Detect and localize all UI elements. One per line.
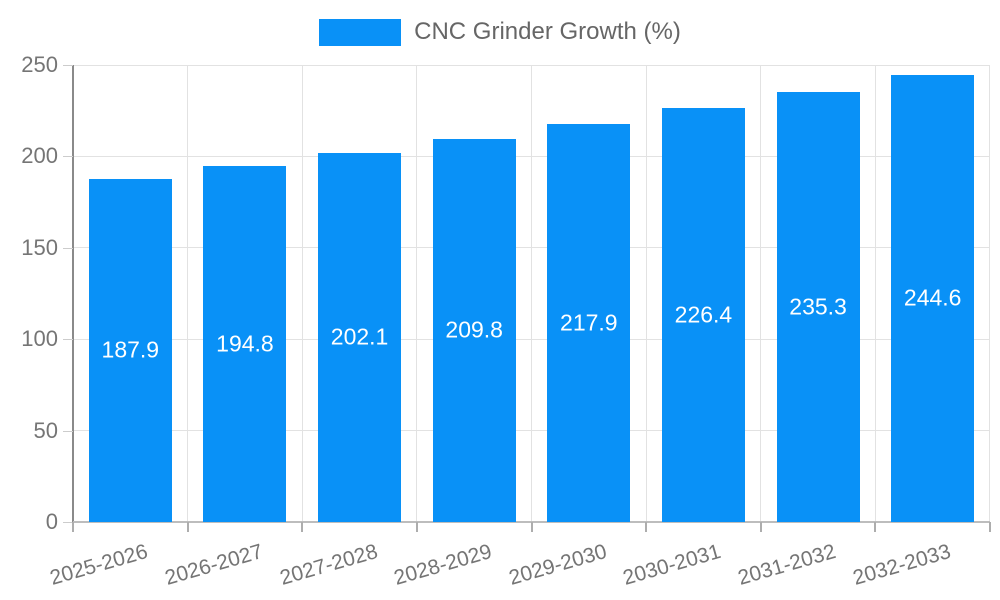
- gridline-v: [988, 65, 990, 522]
- bar-value-label: 209.8: [445, 316, 503, 343]
- y-axis-line: [72, 65, 74, 532]
- bar[interactable]: [318, 152, 402, 522]
- y-tick-mark: [63, 65, 73, 66]
- bar-value-label: 235.3: [789, 293, 847, 320]
- bar[interactable]: [776, 91, 860, 522]
- y-tick-label: 150: [21, 234, 58, 260]
- gridline-v: [531, 65, 532, 522]
- x-tick-mark: [72, 522, 74, 532]
- x-tick-mark: [874, 522, 877, 532]
- x-tick-mark: [645, 522, 648, 532]
- gridline-h: [73, 155, 990, 157]
- x-tick-mark: [530, 522, 533, 532]
- bar[interactable]: [891, 74, 975, 522]
- x-tick-mark: [186, 522, 189, 532]
- x-tick-mark: [415, 522, 418, 532]
- gridline-v: [645, 65, 647, 522]
- legend-item[interactable]: CNC Grinder Growth (%): [0, 18, 1000, 46]
- gridline-h: [73, 430, 990, 432]
- gridline-v: [301, 65, 303, 522]
- bar-value-label: 202.1: [330, 323, 389, 350]
- gridline-h: [73, 64, 990, 66]
- bar[interactable]: [661, 108, 745, 522]
- plot-area: 187.9 194.8 202.1 209.8 217.9 226.4 235.3 244.6: [72, 64, 990, 532]
- bar[interactable]: [547, 123, 631, 522]
- y-tick-mark: [63, 247, 73, 249]
- gridline-v: [187, 65, 189, 522]
- bar-value-label: 226.4: [674, 301, 733, 328]
- gridline-h: [73, 338, 990, 340]
- legend-label: CNC Grinder Growth (%): [414, 18, 681, 45]
- gridline-v: [416, 65, 418, 522]
- y-tick-mark: [63, 430, 73, 432]
- x-tick-mark: [301, 522, 304, 532]
- x-tick-mark: [989, 522, 991, 532]
- y-tick-mark: [63, 522, 73, 523]
- y-tick-label: 50: [33, 417, 58, 443]
- gridline-v: [874, 65, 876, 522]
- bar[interactable]: [88, 178, 172, 522]
- bar-value-label: 187.9: [101, 336, 160, 363]
- y-tick-label: 0: [45, 509, 58, 534]
- legend-swatch: [319, 18, 402, 46]
- y-tick-label: 100: [21, 326, 58, 352]
- bar-value-label: 194.8: [216, 330, 274, 357]
- bar[interactable]: [432, 138, 516, 522]
- x-tick-mark: [759, 522, 762, 532]
- y-tick-mark: [63, 156, 73, 158]
- gridline-v: [760, 65, 762, 522]
- gridline-h: [73, 247, 990, 249]
- bar-value-label: 244.6: [903, 284, 962, 311]
- bar[interactable]: [203, 165, 287, 522]
- y-tick-mark: [63, 339, 73, 341]
- y-tick-label: 200: [21, 143, 58, 169]
- bar-value-label: 217.9: [560, 309, 618, 336]
- y-tick-label: 250: [21, 52, 58, 77]
